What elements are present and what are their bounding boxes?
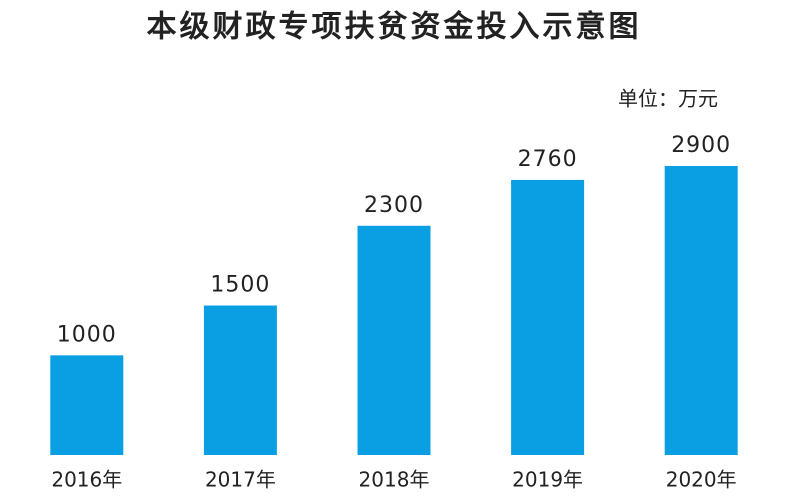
bar [664,166,738,455]
value-label: 1000 [57,322,117,347]
bar [203,305,277,455]
bar [511,179,585,455]
x-tick-label: 2020年 [666,468,737,492]
value-label: 2760 [518,147,578,172]
unit-label: 单位：万元 [618,87,718,111]
value-label: 2900 [671,133,731,158]
x-tick-label: 2017年 [205,468,276,492]
x-tick-label: 2019年 [512,468,583,492]
bar [50,355,124,455]
chart-title: 本级财政专项扶贫资金投入示意图 [147,10,642,45]
bar [357,225,431,455]
x-tick-label: 2016年 [51,468,122,492]
x-tick-label: 2018年 [359,468,430,492]
value-label: 1500 [210,273,270,298]
value-label: 2300 [364,193,424,218]
